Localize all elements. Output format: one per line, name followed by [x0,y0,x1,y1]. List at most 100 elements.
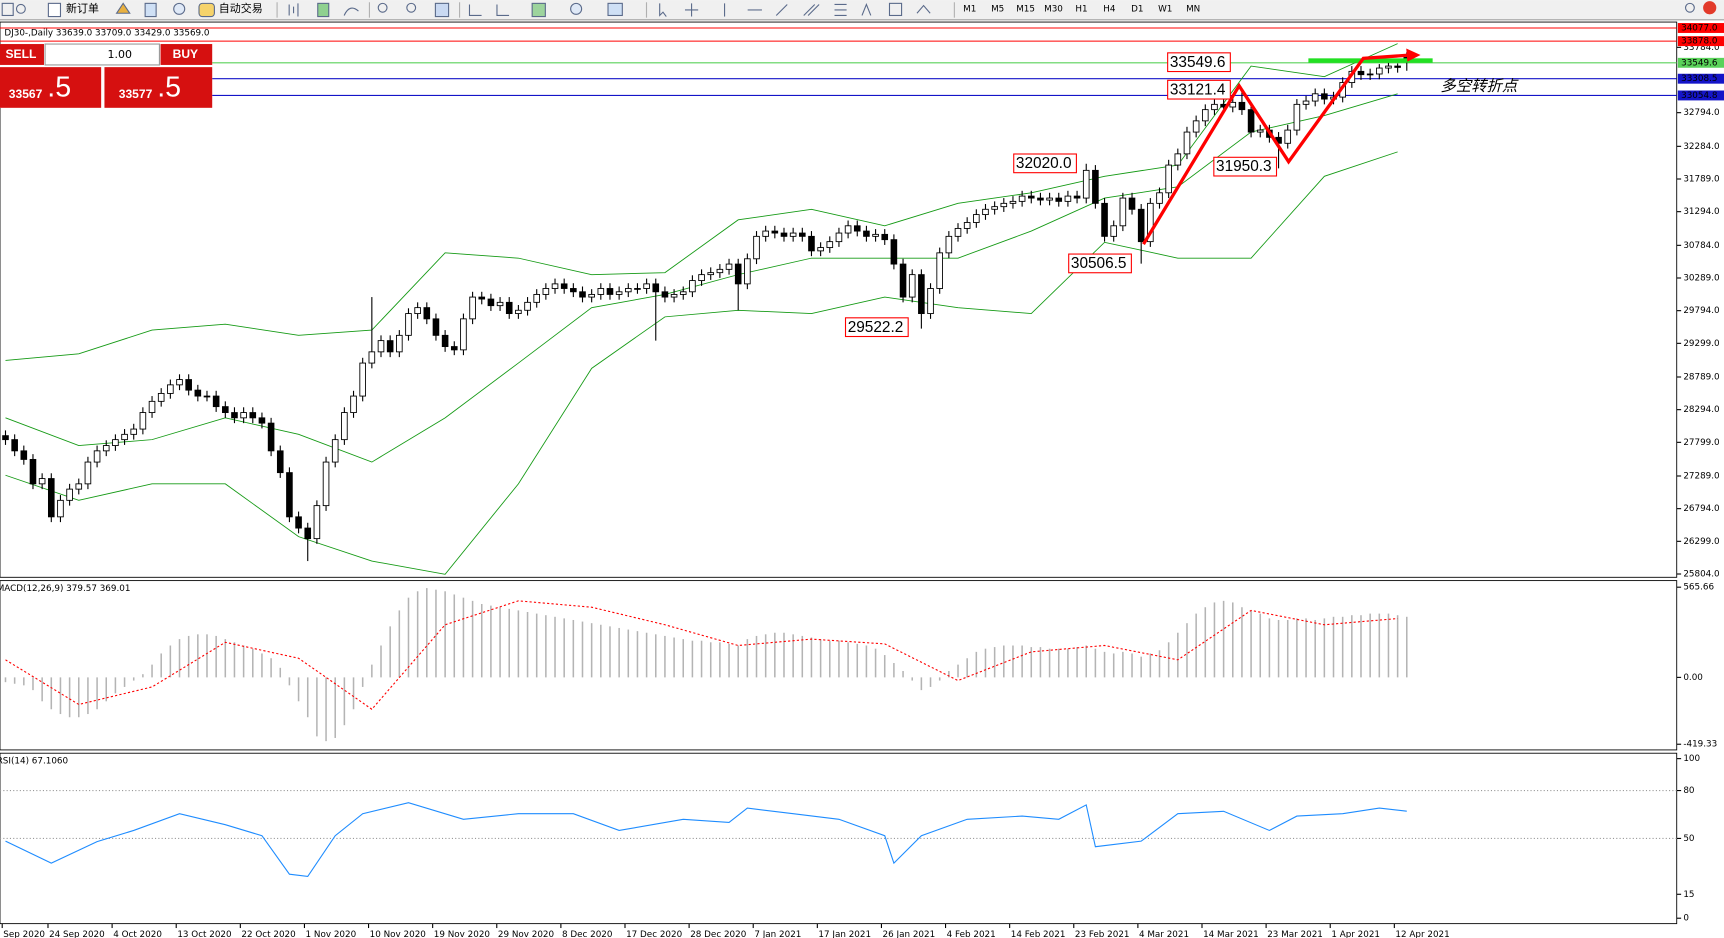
candle-body [808,235,815,252]
icon[interactable] [1703,1,1717,15]
icon[interactable] [288,3,299,17]
candle-body [20,450,28,460]
icon[interactable] [434,2,450,18]
timeframe-button[interactable]: W1 [1158,4,1172,14]
buy-price[interactable] [104,67,213,108]
y-tick-label: 32794.0 [1683,108,1719,118]
level-tag [1677,73,1724,84]
toolbar-button[interactable]: 新订单 [66,1,99,15]
candle-body [963,222,971,229]
icon[interactable] [659,3,667,17]
candle-body [1174,153,1182,166]
candle-body [991,206,998,210]
timeframe-button[interactable]: H4 [1103,4,1116,14]
candle-body [744,258,751,285]
icon[interactable] [144,2,157,18]
icon[interactable] [834,3,847,17]
timeframe-button[interactable]: D1 [1131,4,1143,14]
icon[interactable] [1684,2,1695,13]
toolbar-button[interactable]: 自动交易 [219,1,263,15]
timeframe-button[interactable]: H1 [1075,4,1087,14]
icon[interactable] [468,4,482,17]
timeframe-button[interactable]: MN [1186,4,1200,14]
bid-price[interactable]: 33567 [9,87,43,101]
icon[interactable] [198,2,215,18]
ask-fraction[interactable]: .5 [157,72,181,104]
y-tick-label: 26299.0 [1683,537,1719,547]
candle-body [670,293,678,298]
candle-body [954,227,962,237]
candle-body [1128,197,1136,210]
y-tick-label: 33784.0 [1683,43,1719,53]
candle-body [423,307,431,320]
candle-body [450,346,458,351]
icon[interactable] [531,2,546,18]
one-click-trading: SELL BUY 1.00 33567 .5 33577 .5 [0,43,213,108]
candle-body [130,428,138,435]
icon[interactable] [377,2,388,13]
timeframe-button[interactable]: M15 [1016,4,1035,14]
icon[interactable] [1,2,14,17]
buy-label[interactable]: BUY [173,47,199,61]
sell-label[interactable]: SELL [5,47,36,61]
candle-body [707,272,715,276]
candle-body [258,417,266,424]
candle-body [542,288,550,295]
icon[interactable] [406,2,417,13]
icon[interactable] [173,2,186,15]
icon[interactable] [684,3,699,17]
candle-body [102,445,110,452]
candle-body [1366,73,1374,76]
candle-body [652,283,660,293]
candle-body [908,274,916,298]
sell-price[interactable] [0,67,102,108]
icon[interactable] [47,2,62,18]
candle-body [588,293,595,298]
candle-body [469,296,476,320]
timeframe-button[interactable]: M5 [991,4,1004,14]
y-tick-label: 30289.0 [1683,273,1719,283]
candle-body [753,235,760,260]
ask-price[interactable]: 33577 [119,87,153,101]
y-tick-label: 29299.0 [1683,339,1719,349]
sell-button[interactable] [0,44,44,65]
icon[interactable] [496,4,510,17]
candle-body [515,309,522,315]
icon[interactable] [888,2,903,17]
candle-body [1082,169,1090,199]
icon[interactable] [607,2,623,17]
icon[interactable] [115,2,131,14]
icon[interactable] [343,7,359,16]
y-tick-label: 15 [1683,890,1694,900]
candle-body [1284,129,1292,144]
candle-body [331,439,339,463]
candle-body [606,288,614,295]
icon[interactable] [775,4,788,16]
lots-input[interactable] [44,43,160,66]
y-tick-label: 565.66 [1683,583,1714,593]
annotation: 30506.5 [1071,255,1127,272]
icon[interactable] [15,3,26,14]
candle-body [377,340,385,353]
icon[interactable] [570,2,583,15]
buy-button[interactable] [160,44,213,65]
x-tick-label: 14 Mar 2021 [1203,930,1259,938]
timeframe-button[interactable]: M30 [1044,4,1063,14]
x-tick-label: 24 Sep 2020 [49,930,105,938]
bid-fraction[interactable]: .5 [47,72,71,104]
lots[interactable]: 1.00 [107,48,131,61]
icon[interactable] [803,4,820,16]
x-tick-label: 1 Nov 2020 [306,930,357,938]
candle-body [276,450,284,474]
x-tick-label: 26 Jan 2021 [883,930,936,938]
icon[interactable] [317,2,330,18]
candle-body [679,291,687,295]
candle-body [1256,129,1264,133]
candle-body [75,483,83,490]
icon[interactable] [861,2,872,16]
timeframe-button[interactable]: M1 [963,4,976,14]
candle-body [185,379,192,391]
y-tick-label: 32284.0 [1683,142,1719,152]
icon[interactable] [916,4,931,14]
